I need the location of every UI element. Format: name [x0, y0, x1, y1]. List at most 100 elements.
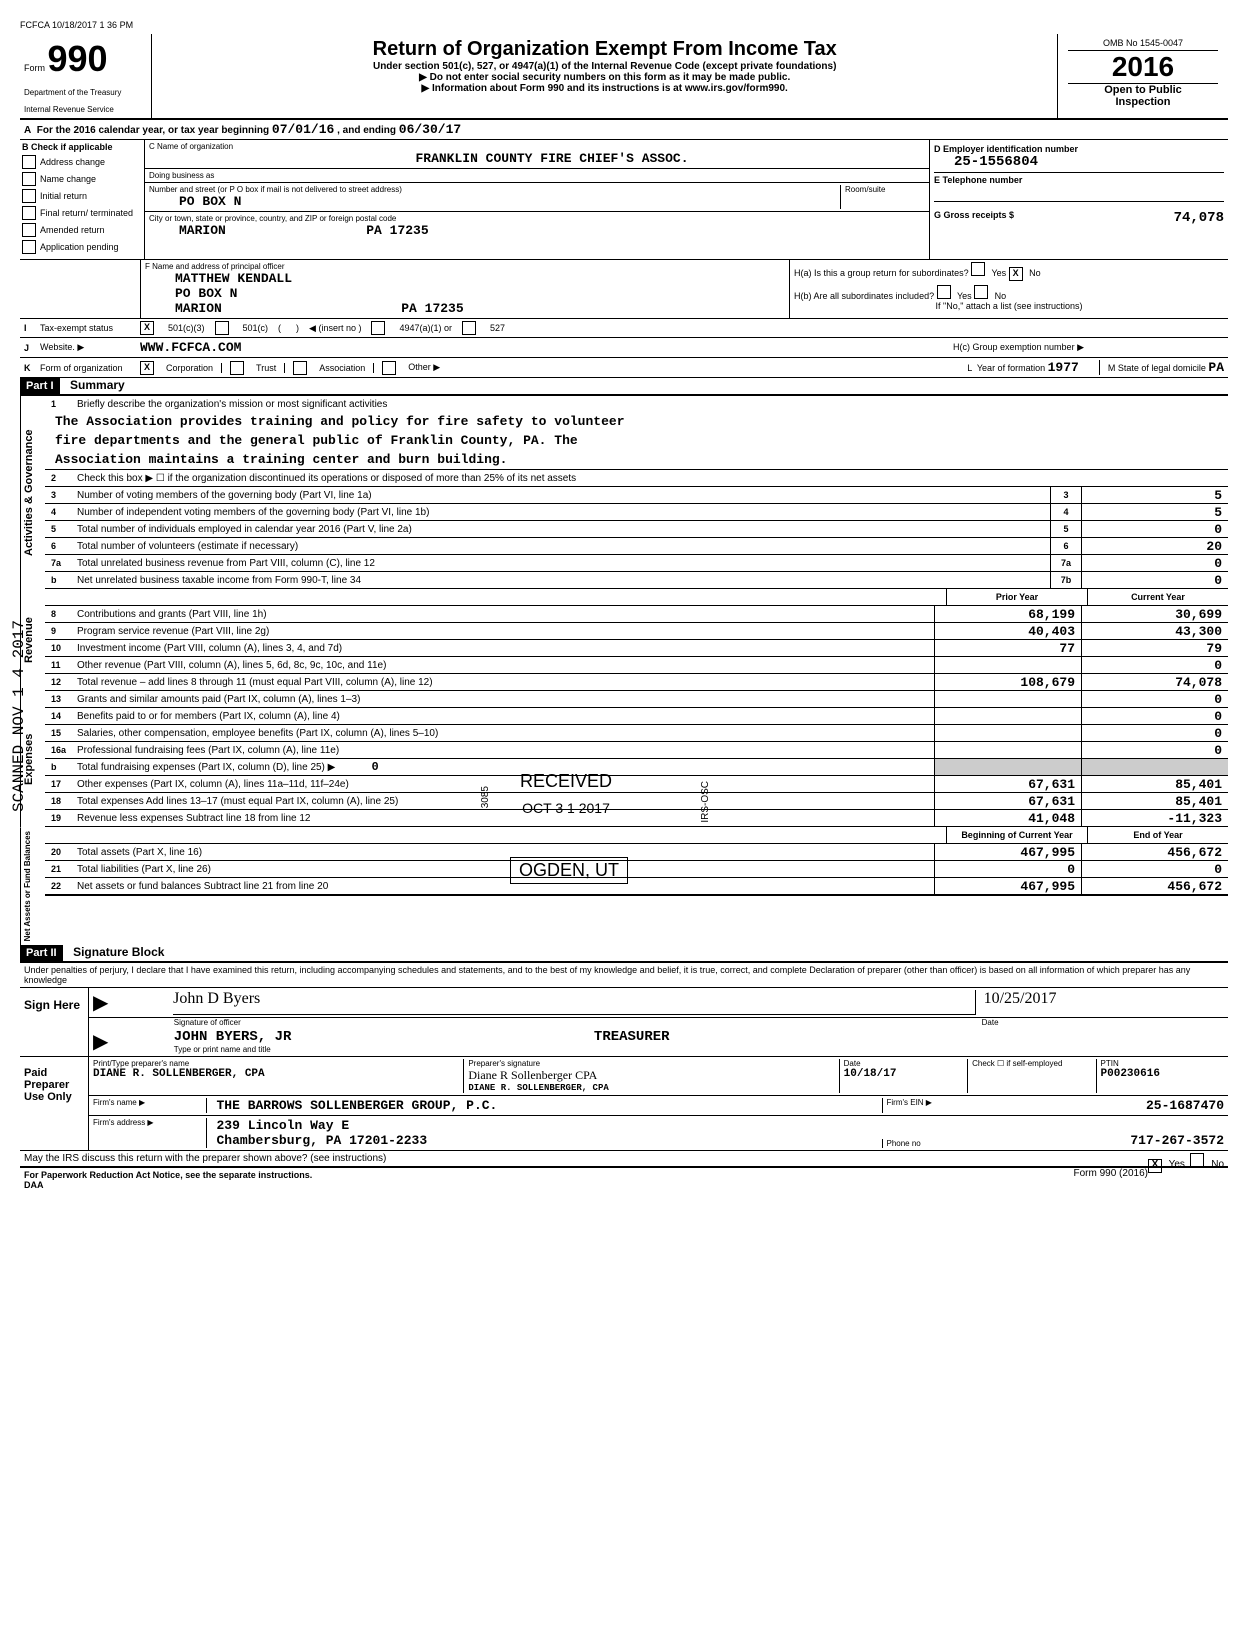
year-formation-label: Year of formation — [977, 363, 1045, 373]
dept-irs: Internal Revenue Service — [24, 105, 121, 114]
hc-label: H(c) Group exemption number ▶ — [953, 342, 1084, 353]
checkbox-other[interactable] — [382, 361, 396, 375]
tax-year-begin: 07/01/16 — [272, 122, 334, 137]
line18: Total expenses Add lines 13–17 (must equ… — [75, 795, 934, 808]
checkbox-address-change[interactable] — [22, 155, 36, 169]
part1-header: Part I — [20, 378, 60, 394]
line13: Grants and similar amounts paid (Part IX… — [75, 693, 934, 706]
officer-city: MARION — [175, 301, 222, 316]
tax-year-end: 06/30/17 — [399, 122, 461, 137]
tax-exempt-label: Tax-exempt status — [40, 323, 140, 333]
officer-statezip: PA 17235 — [401, 301, 463, 316]
line15-curr: 0 — [1081, 725, 1228, 741]
line20-end: 456,672 — [1081, 844, 1228, 860]
ha-yes[interactable] — [971, 262, 985, 276]
firm-ein-label: Firm's EIN ▶ — [882, 1098, 1000, 1113]
firm-phone: 717-267-3572 — [1130, 1133, 1224, 1148]
officer-name: MATTHEW KENDALL — [145, 271, 785, 286]
discuss-yes[interactable]: X — [1148, 1159, 1162, 1173]
mission-line3: Association maintains a training center … — [45, 450, 1228, 470]
domicile-value: PA — [1208, 360, 1224, 375]
current-year-header: Current Year — [1087, 589, 1228, 605]
netassets-label: Net Assets or Fund Balances — [20, 827, 45, 945]
firm-phone-label: Phone no — [882, 1139, 1000, 1148]
line11-curr: 0 — [1081, 657, 1228, 673]
prep-name-label: Print/Type preparer's name — [93, 1059, 463, 1068]
tax-year: 2016 — [1068, 51, 1218, 83]
instruction-ssn: ▶ Do not enter social security numbers o… — [156, 72, 1053, 83]
form-header: Form 990 Department of the Treasury Inte… — [20, 34, 1228, 120]
line4: Number of independent voting members of … — [75, 506, 1050, 519]
checkbox-initial-return[interactable] — [22, 189, 36, 203]
line1-label: Briefly describe the organization's miss… — [75, 398, 1228, 411]
line8-prior: 68,199 — [934, 606, 1081, 622]
paid-preparer-label: Paid Preparer Use Only — [20, 1057, 89, 1150]
line16a: Professional fundraising fees (Part IX, … — [75, 744, 934, 757]
firm-name: THE BARROWS SOLLENBERGER GROUP, P.C. — [207, 1098, 498, 1113]
perjury-text: Under penalties of perjury, I declare th… — [20, 963, 1228, 988]
line22: Net assets or fund balances Subtract lin… — [75, 880, 934, 893]
officer-street: PO BOX N — [145, 286, 785, 301]
line7b: Net unrelated business taxable income fr… — [75, 574, 1050, 587]
checkbox-501c[interactable] — [215, 321, 229, 335]
firm-addr2: Chambersburg, PA 17201-2233 — [207, 1133, 882, 1148]
line7b-val: 0 — [1081, 572, 1228, 588]
line10: Investment income (Part VIII, column (A)… — [75, 642, 934, 655]
line3: Number of voting members of the governin… — [75, 489, 1050, 502]
state-zip-value: PA 17235 — [366, 223, 428, 238]
hb-label: H(b) Are all subordinates included? — [794, 291, 934, 301]
line19: Revenue less expenses Subtract line 18 f… — [75, 812, 934, 825]
city-label: City or town, state or province, country… — [149, 214, 925, 223]
checkbox-527[interactable] — [462, 321, 476, 335]
line2: Check this box ▶ ☐ if the organization d… — [75, 472, 1228, 485]
end-year-header: End of Year — [1087, 827, 1228, 843]
open-public-2: Inspection — [1068, 96, 1218, 108]
ha-no[interactable]: X — [1009, 267, 1023, 281]
form-label: Form — [24, 63, 45, 73]
ptin-label: PTIN — [1101, 1059, 1224, 1068]
form-number: 990 — [48, 38, 108, 79]
checkbox-corp[interactable]: X — [140, 361, 154, 375]
line18-prior: 67,631 — [934, 793, 1081, 809]
checkbox-final-return[interactable] — [22, 206, 36, 220]
activities-label: Activities & Governance — [20, 396, 45, 589]
checkbox-assoc[interactable] — [293, 361, 307, 375]
firm-addr-label: Firm's address ▶ — [93, 1118, 207, 1148]
checkbox-amended[interactable] — [22, 223, 36, 237]
line12-prior: 108,679 — [934, 674, 1081, 690]
line8: Contributions and grants (Part VIII, lin… — [75, 608, 934, 621]
revenue-label: Revenue — [20, 589, 45, 691]
checkbox-app-pending[interactable] — [22, 240, 36, 254]
checkbox-501c3[interactable]: X — [140, 321, 154, 335]
checkbox-4947[interactable] — [371, 321, 385, 335]
stamp-code1: 3085 — [480, 786, 491, 808]
form-footer: Form 990 (2016) — [1073, 1168, 1147, 1192]
name-title-label: Type or print name and title — [174, 1045, 1224, 1054]
hb-no[interactable] — [974, 285, 988, 299]
row-a: A For the 2016 calendar year, or tax yea… — [20, 120, 1228, 140]
prep-name: DIANE R. SOLLENBERGER, CPA — [93, 1068, 463, 1080]
line17-curr: 85,401 — [1081, 776, 1228, 792]
discuss-label: May the IRS discuss this return with the… — [24, 1153, 386, 1164]
signer-title: TREASURER — [594, 1029, 670, 1045]
prep-sig-name: DIANE R. SOLLENBERGER, CPA — [468, 1083, 838, 1093]
street-value: PO BOX N — [149, 194, 840, 209]
checkbox-trust[interactable] — [230, 361, 244, 375]
prep-sig-label: Preparer's signature — [468, 1059, 838, 1068]
checkbox-name-change[interactable] — [22, 172, 36, 186]
check-self-employed: Check ☐ if self-employed — [968, 1059, 1096, 1093]
sign-date: 10/25/2017 — [984, 990, 1224, 1008]
line19-curr: -11,323 — [1081, 810, 1228, 826]
discuss-no[interactable] — [1190, 1153, 1204, 1167]
street-label: Number and street (or P O box if mail is… — [149, 185, 840, 194]
org-name-label: C Name of organization — [149, 142, 925, 151]
sig-officer-label: Signature of officer — [174, 1018, 982, 1027]
hb-yes[interactable] — [937, 285, 951, 299]
instruction-info: ▶ Information about Form 990 and its ins… — [156, 83, 1053, 94]
received-stamp: RECEIVED — [520, 771, 612, 792]
h-note: If "No," attach a list (see instructions… — [794, 301, 1224, 311]
line21: Total liabilities (Part X, line 26) — [75, 863, 934, 876]
line19-prior: 41,048 — [934, 810, 1081, 826]
org-name: FRANKLIN COUNTY FIRE CHIEF'S ASSOC. — [149, 151, 925, 166]
line8-curr: 30,699 — [1081, 606, 1228, 622]
